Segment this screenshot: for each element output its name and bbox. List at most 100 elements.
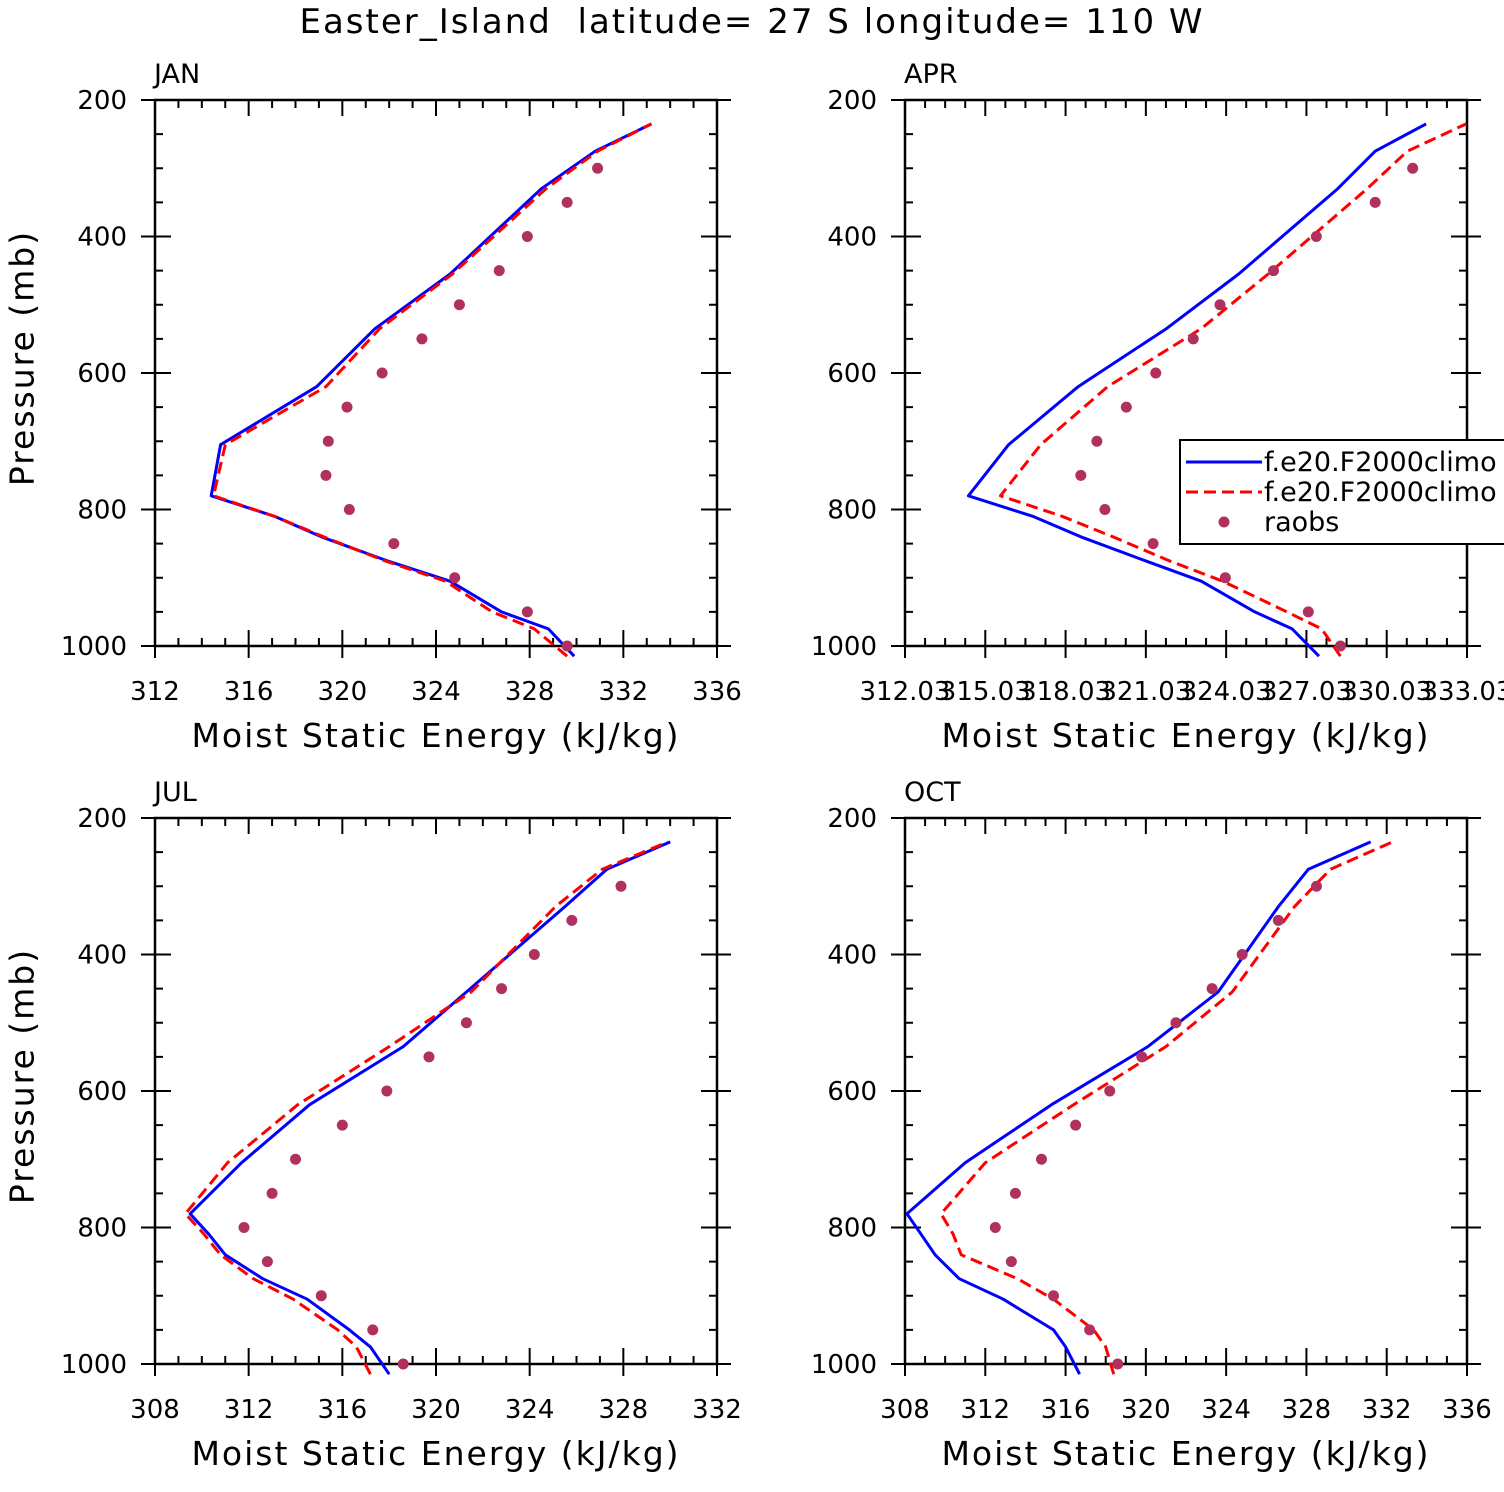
y-tick-label: 600: [827, 359, 877, 389]
raobs-point: [1310, 880, 1322, 892]
x-tick-label: 324.03: [1181, 677, 1272, 707]
raobs-point: [266, 1187, 278, 1199]
raobs-point: [1214, 299, 1226, 311]
series-group: [905, 840, 1394, 1375]
x-tick-label: 316: [1041, 1395, 1091, 1425]
raobs-point: [521, 606, 533, 618]
x-tick-label: 324: [505, 1395, 555, 1425]
y-tick-label: 400: [77, 941, 127, 971]
x-tick-label: 312.03: [860, 677, 951, 707]
x-tick-label: 324: [411, 677, 461, 707]
panel-jan: JAN Pressure (mb) 200 400 600 800 1000 312 316…: [0, 58, 752, 768]
panel-oct: OCT 200 400 600 800 1000 308 312 316 320 324 328 33…: [750, 776, 1502, 1486]
y-tick-label: 1000: [811, 632, 877, 662]
series-line-solid: [905, 840, 1372, 1375]
x-tick-label: 328: [1282, 1395, 1332, 1425]
y-tick-label: 600: [827, 1077, 877, 1107]
y-tick-label: 800: [827, 496, 877, 526]
x-tick-label: 320: [411, 1395, 461, 1425]
y-tick-label: 600: [77, 1077, 127, 1107]
raobs-point: [1302, 606, 1314, 618]
x-axis-label: Moist Static Energy (kJ/kg): [941, 1434, 1431, 1473]
raobs-point: [320, 469, 332, 481]
x-tick-label: 328: [505, 677, 555, 707]
x-tick-label: 333.03: [1422, 677, 1504, 707]
y-tick-label: 400: [77, 223, 127, 253]
raobs-point: [290, 1153, 301, 1165]
raobs-point: [1104, 1085, 1116, 1097]
y-tick-label: 1000: [811, 1350, 877, 1380]
raobs-point: [388, 538, 400, 550]
raobs-point: [521, 231, 533, 242]
x-tick-label: 324: [1201, 1395, 1251, 1425]
series-line-dashed: [183, 840, 669, 1375]
raobs-point: [1334, 640, 1346, 652]
figure-title: Easter_Island latitude= 27 S longitude= …: [299, 2, 1205, 42]
series-line-dashed: [999, 122, 1467, 658]
x-tick-label: 336: [692, 677, 742, 707]
x-tick-label: 321.03: [1100, 677, 1191, 707]
panel-label: OCT: [904, 777, 961, 808]
legend-label: f.e20.F2000climo: [1264, 477, 1497, 508]
plot-frame: [153, 98, 719, 648]
x-tick-label: 312: [130, 677, 180, 707]
x-tick-label: 312: [224, 1395, 274, 1425]
plot-frame: [903, 816, 1469, 1366]
raobs-point: [315, 1290, 327, 1302]
x-tick-label: 312: [960, 1395, 1010, 1425]
raobs-point: [1272, 914, 1284, 926]
raobs-point: [1120, 401, 1132, 413]
raobs-point: [1136, 1051, 1148, 1063]
raobs-point: [1009, 1187, 1021, 1199]
raobs-point: [1150, 367, 1162, 379]
x-tick-label: 336: [1442, 1395, 1492, 1425]
y-tick-label: 800: [77, 496, 127, 526]
y-tick-label: 200: [77, 804, 127, 834]
raobs-point: [1099, 504, 1111, 515]
panel-apr: APR 200 400 600 800 1000 312.03 315.03 318.03 32…: [750, 58, 1504, 768]
raobs-point: [1147, 538, 1159, 550]
legend-marker: [1218, 516, 1230, 528]
x-axis-label: Moist Static Energy (kJ/kg): [941, 716, 1431, 755]
x-tick-label: 332: [1362, 1395, 1412, 1425]
raobs-point: [1310, 231, 1322, 242]
y-tick-label: 400: [827, 223, 877, 253]
x-tick-label: 308: [130, 1395, 180, 1425]
legend-label: f.e20.F2000climo: [1264, 447, 1497, 478]
x-tick-label: 327.03: [1261, 677, 1352, 707]
y-tick-label: 800: [827, 1214, 877, 1244]
plot-frame: [153, 816, 719, 1366]
panel-jul: JUL Pressure (mb) 200 400 600 800 1000 308 312…: [0, 776, 752, 1486]
raobs-point: [1070, 1119, 1082, 1131]
y-tick-label: 200: [827, 804, 877, 834]
raobs-point: [367, 1324, 379, 1336]
raobs-point: [397, 1358, 409, 1370]
series-line-dashed: [212, 122, 653, 658]
x-tick-label: 315.03: [940, 677, 1031, 707]
raobs-point: [449, 572, 461, 584]
y-tick-label: 200: [77, 86, 127, 116]
panel-label: JUL: [154, 777, 197, 808]
series-group: [966, 122, 1467, 658]
raobs-point: [1112, 1358, 1124, 1370]
raobs-point: [322, 435, 334, 447]
series-group: [183, 840, 671, 1376]
raobs-point: [238, 1222, 250, 1233]
raobs-point: [566, 914, 578, 926]
raobs-point: [1091, 435, 1103, 447]
x-tick-label: 332: [599, 677, 649, 707]
y-tick-label: 200: [827, 86, 877, 116]
raobs-point: [615, 880, 627, 892]
raobs-point: [416, 333, 428, 345]
plot-frame: [903, 98, 1469, 648]
raobs-point: [1236, 949, 1248, 960]
raobs-point: [1206, 983, 1218, 995]
raobs-point: [1407, 162, 1419, 174]
raobs-point: [1219, 572, 1231, 584]
raobs-point: [592, 162, 604, 174]
y-tick-label: 400: [827, 941, 877, 971]
series-line-solid: [209, 122, 653, 658]
y-tick-label: 1000: [61, 1350, 127, 1380]
raobs-point: [341, 401, 353, 413]
